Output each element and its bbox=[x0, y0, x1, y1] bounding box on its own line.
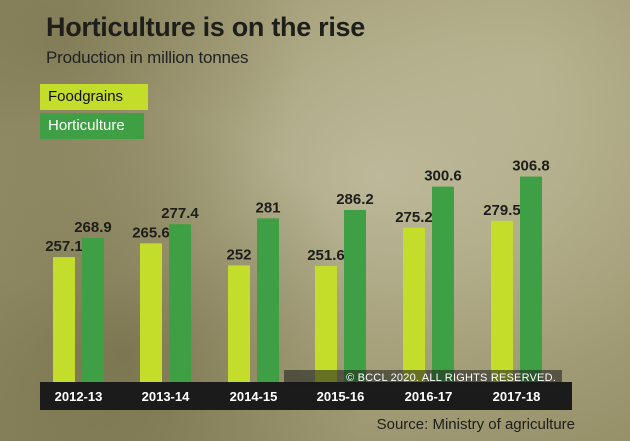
x-tick-2015-16: 2015-16 bbox=[317, 389, 365, 404]
copyright-notice: © BCCL 2020. ALL RIGHTS RESERVED. bbox=[284, 370, 562, 386]
x-tick-2012-13: 2012-13 bbox=[55, 389, 103, 404]
data-label-foodgrains-2014-15: 252 bbox=[226, 246, 251, 263]
data-label-horticulture-2012-13: 268.9 bbox=[74, 219, 112, 236]
chart-subtitle: Production in million tonnes bbox=[46, 48, 249, 67]
source-note: Source: Ministry of agriculture bbox=[376, 416, 575, 433]
x-tick-2016-17: 2016-17 bbox=[405, 389, 453, 404]
bar-horticulture-2014-15 bbox=[257, 218, 279, 382]
bar-horticulture-2013-14 bbox=[169, 224, 191, 382]
x-tick-2017-18: 2017-18 bbox=[493, 389, 541, 404]
data-label-foodgrains-2012-13: 257.1 bbox=[45, 238, 83, 255]
bar-horticulture-2017-18 bbox=[520, 176, 542, 382]
data-label-horticulture-2014-15: 281 bbox=[255, 199, 280, 216]
data-label-foodgrains-2015-16: 251.6 bbox=[307, 247, 345, 264]
data-label-horticulture-2013-14: 277.4 bbox=[161, 205, 199, 222]
chart-title: Horticulture is on the rise bbox=[46, 12, 365, 42]
legend-horticulture: Horticulture bbox=[40, 113, 144, 139]
data-label-foodgrains-2016-17: 275.2 bbox=[395, 209, 433, 226]
bar-foodgrains-2012-13 bbox=[53, 257, 75, 382]
bar-horticulture-2015-16 bbox=[344, 209, 366, 382]
x-axis-band bbox=[40, 382, 572, 410]
bar-foodgrains-2017-18 bbox=[491, 220, 513, 382]
legend-foodgrains: Foodgrains bbox=[40, 84, 148, 110]
bar-horticulture-2016-17 bbox=[432, 186, 454, 382]
data-label-foodgrains-2013-14: 265.6 bbox=[132, 224, 170, 241]
data-label-horticulture-2017-18: 306.8 bbox=[512, 158, 550, 175]
data-label-horticulture-2015-16: 286.2 bbox=[336, 191, 374, 208]
bar-foodgrains-2016-17 bbox=[403, 227, 425, 382]
data-label-foodgrains-2017-18: 279.5 bbox=[483, 202, 521, 219]
bar-horticulture-2012-13 bbox=[82, 237, 104, 382]
x-tick-2014-15: 2014-15 bbox=[230, 389, 278, 404]
bar-foodgrains-2014-15 bbox=[228, 265, 250, 382]
x-tick-2013-14: 2013-14 bbox=[142, 389, 190, 404]
bar-foodgrains-2015-16 bbox=[315, 266, 337, 382]
bar-foodgrains-2013-14 bbox=[140, 243, 162, 382]
data-label-horticulture-2016-17: 300.6 bbox=[424, 168, 462, 185]
